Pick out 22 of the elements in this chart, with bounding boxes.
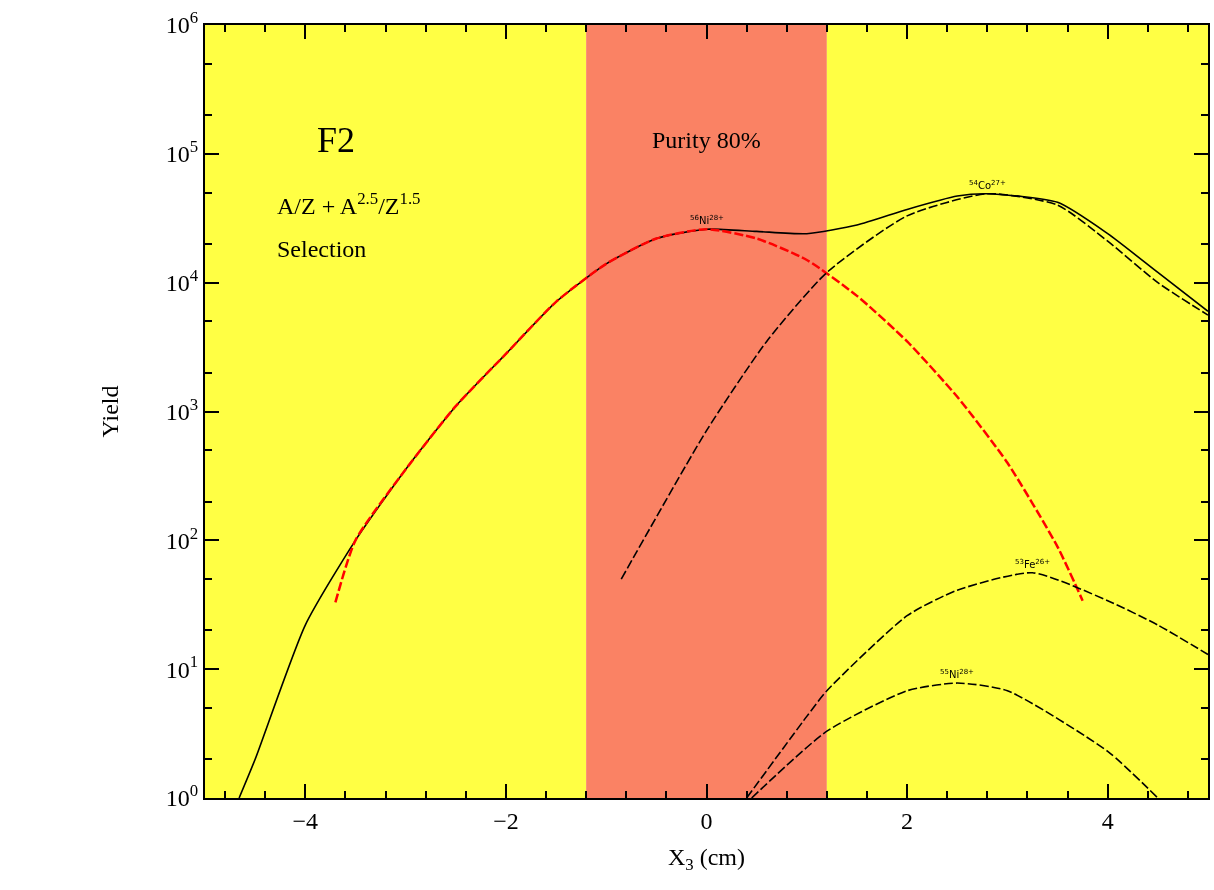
y-tick-label: 10$^{4}$ [165, 265, 199, 297]
x-axis-title: X$_{3}$ (cm) [667, 843, 746, 874]
series-label: $^{53}$Fe$^{26+}$ [1015, 558, 1051, 571]
series-label: $^{54}$Co$^{27+}$ [969, 179, 1006, 192]
x-tick-label: −2 [493, 807, 519, 834]
y-tick-label: 10$^{1}$ [165, 652, 199, 683]
y-axis-title: Yield [97, 385, 124, 438]
y-tick-label: 10$^{3}$ [165, 394, 199, 425]
annotation: A/Z + A$^{2.5}$/Z$^{1.5}$ [277, 189, 421, 220]
series-label: $^{56}$Ni$^{28+}$ [690, 214, 725, 227]
y-tick-label: 10$^{2}$ [165, 523, 199, 554]
y-tick-label: 10$^{5}$ [165, 137, 199, 168]
annotation: Selection [277, 236, 367, 262]
x-tick-label: −4 [292, 807, 319, 834]
x-tick-label: 4 [1101, 807, 1114, 834]
x-tick-label: 0 [700, 807, 713, 834]
band-label: Purity 80% [652, 127, 761, 153]
x-tick-label: 2 [901, 807, 914, 834]
y-tick-label: 10$^{6}$ [165, 8, 199, 39]
annotation: F2 [317, 120, 356, 160]
series-label: $^{55}$Ni$^{28+}$ [940, 668, 975, 681]
y-tick-label: 10$^{0}$ [165, 781, 199, 812]
